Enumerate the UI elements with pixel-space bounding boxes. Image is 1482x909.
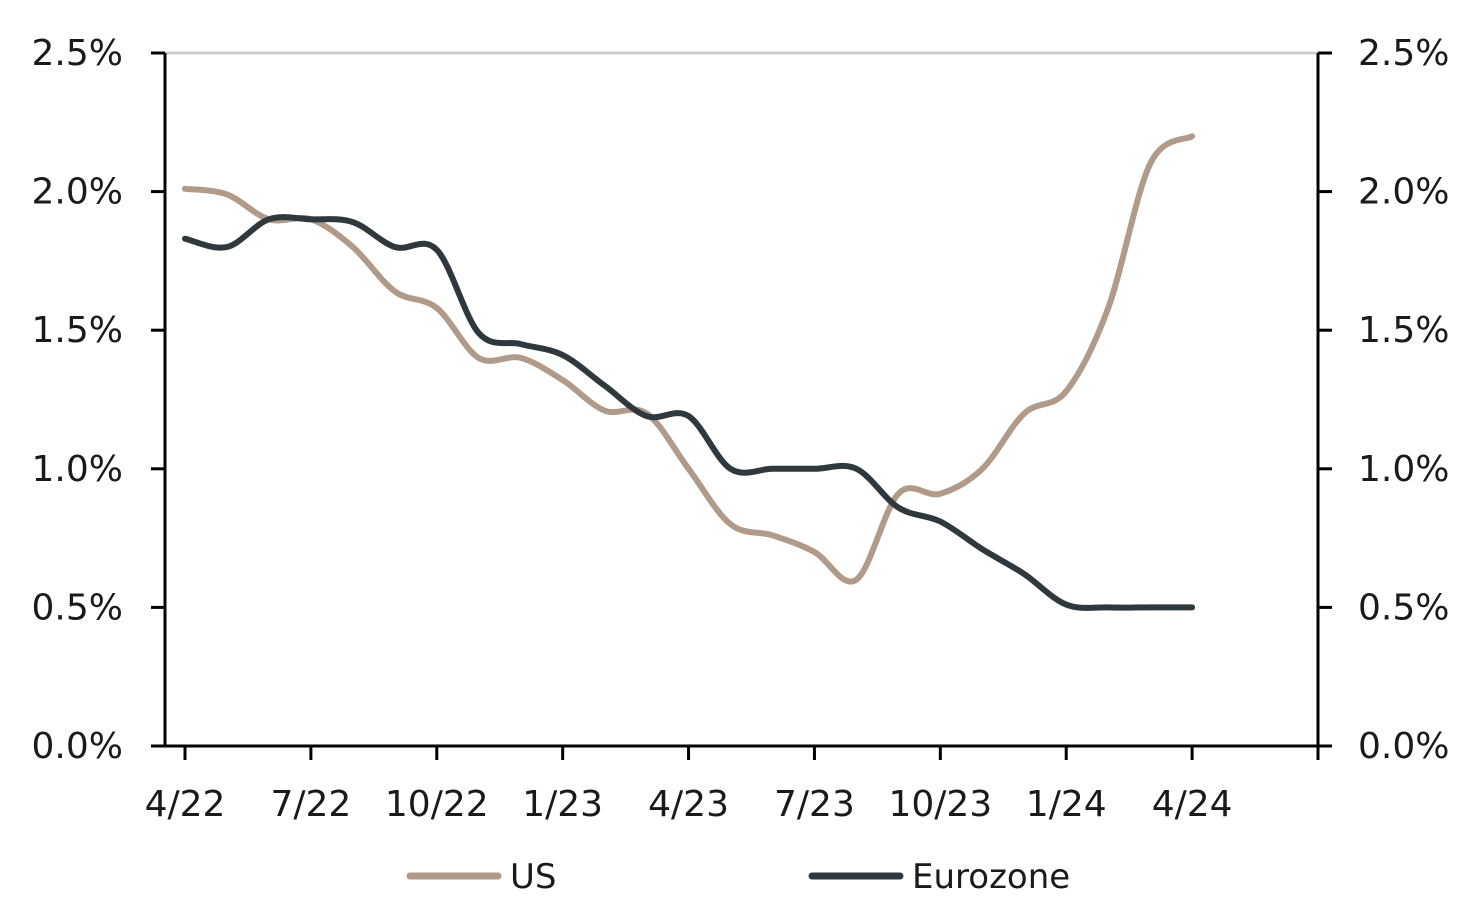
left-y-tick-label: 1.5%	[32, 310, 123, 351]
left-y-tick-label: 2.5%	[32, 33, 123, 74]
left-y-tick-label: 0.5%	[32, 587, 123, 628]
legend-item-eurozone: Eurozone	[808, 857, 1070, 897]
x-tick-label: 10/23	[888, 784, 992, 825]
series-line-us	[182, 133, 1196, 585]
left-y-tick-label: 1.0%	[32, 449, 123, 490]
x-tick-label: 4/23	[648, 784, 729, 825]
left-y-tick-label: 0.0%	[32, 726, 123, 767]
legend-item-us: US	[406, 857, 556, 897]
right-y-tick-label: 0.5%	[1358, 587, 1449, 628]
right-y-tick-label: 2.5%	[1358, 33, 1449, 74]
x-tick-label: 7/22	[270, 784, 351, 825]
legend-label: US	[510, 857, 556, 897]
right-y-tick-label: 1.5%	[1358, 310, 1449, 351]
x-ticks: 4/22 7/22 10/22 1/23 4/23 7/23 10/23 1/24 4/24	[145, 746, 1320, 825]
x-tick-label: 1/24	[1026, 784, 1107, 825]
x-tick-label: 1/23	[522, 784, 603, 825]
right-y-ticks: 0.0% 0.5% 1.0% 1.5% 2.0% 2.5%	[1318, 33, 1449, 767]
right-y-tick-label: 2.0%	[1358, 172, 1449, 213]
right-y-tick-label: 1.0%	[1358, 449, 1449, 490]
legend: US Eurozone	[406, 857, 1070, 897]
x-tick-label: 7/23	[774, 784, 855, 825]
series-line-eurozone	[182, 214, 1196, 611]
left-y-ticks: 0.0% 0.5% 1.0% 1.5% 2.0% 2.5%	[32, 33, 165, 767]
series-lines	[182, 133, 1196, 611]
right-y-tick-label: 0.0%	[1358, 726, 1449, 767]
x-tick-label: 4/24	[1152, 784, 1233, 825]
legend-label: Eurozone	[912, 857, 1070, 897]
left-y-tick-label: 2.0%	[32, 172, 123, 213]
x-tick-label: 4/22	[145, 784, 226, 825]
x-tick-label: 10/22	[385, 784, 489, 825]
